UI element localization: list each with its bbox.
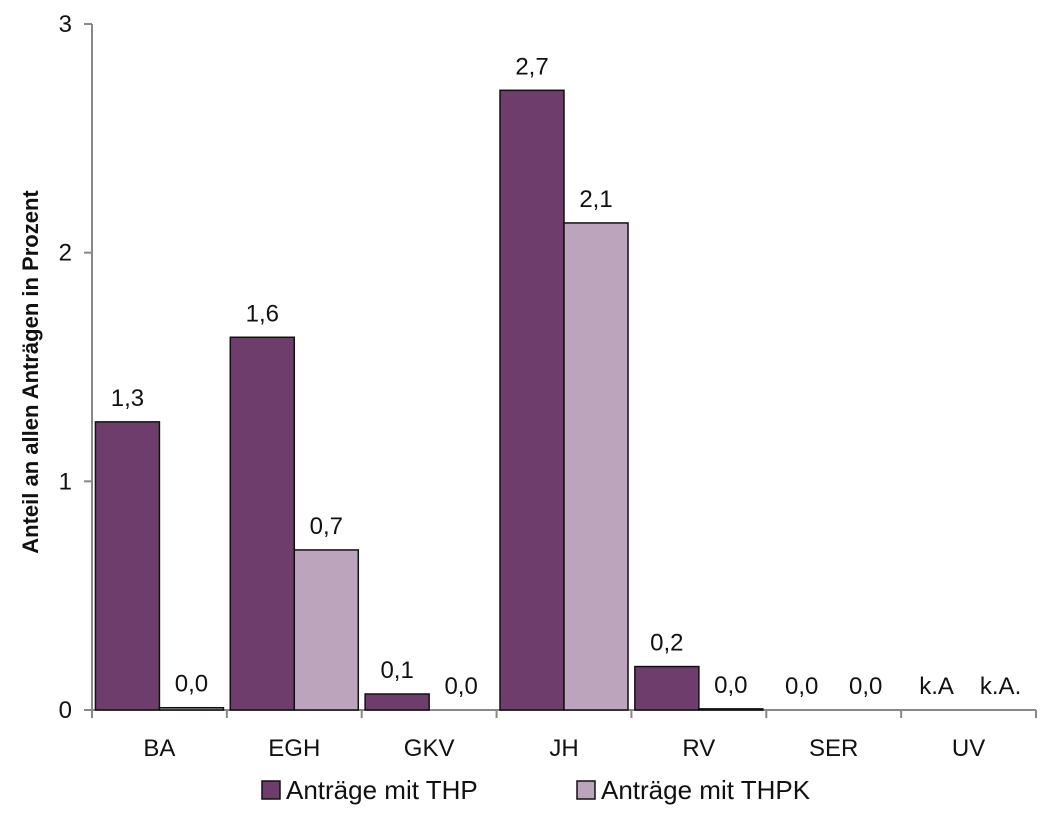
data-label: 0,2 bbox=[650, 630, 683, 657]
bar bbox=[698, 708, 764, 711]
y-axis-label: Anteil an allen Anträgen in Prozent bbox=[18, 190, 43, 554]
x-tick-label: SER bbox=[809, 735, 858, 762]
data-label: 2,7 bbox=[515, 53, 548, 80]
legend-swatch bbox=[576, 780, 596, 800]
x-tick-label: GKV bbox=[404, 735, 455, 762]
bar bbox=[158, 706, 225, 711]
data-label: 1,6 bbox=[246, 300, 279, 327]
bar bbox=[364, 693, 430, 711]
data-label: 0,0 bbox=[444, 673, 477, 700]
x-tick-label: RV bbox=[682, 735, 715, 762]
bar bbox=[499, 89, 565, 711]
data-label: 2,1 bbox=[579, 186, 612, 213]
legend-label: Anträge mit THP bbox=[286, 775, 478, 805]
x-axis-ticks: BA EGH GKV JH RV SER UV bbox=[91, 710, 1037, 762]
y-tick-label: 3 bbox=[59, 11, 72, 38]
data-label: 0,7 bbox=[310, 513, 343, 540]
data-label: 0,0 bbox=[849, 673, 882, 700]
bars bbox=[94, 89, 764, 711]
data-label: k.A bbox=[919, 673, 954, 700]
y-tick-label: 0 bbox=[59, 697, 72, 724]
data-label: 0,0 bbox=[714, 672, 747, 699]
x-tick-label: EGH bbox=[268, 735, 320, 762]
data-label: k.A. bbox=[980, 673, 1021, 700]
y-axis-ticks: 0 1 2 3 bbox=[59, 11, 92, 724]
bar bbox=[229, 336, 296, 711]
bar bbox=[94, 421, 161, 711]
bar bbox=[563, 222, 629, 711]
y-tick-label: 2 bbox=[59, 240, 72, 267]
legend: Anträge mit THP Anträge mit THPK bbox=[261, 775, 811, 805]
data-label: 0,0 bbox=[785, 673, 818, 700]
y-tick-label: 1 bbox=[59, 468, 72, 495]
data-labels: 1,3 1,6 0,1 2,7 0,2 0,0 k.A 0,0 0,7 0,0 2,1 0,0 0,0 k… bbox=[111, 53, 1022, 700]
data-label: 1,3 bbox=[111, 385, 144, 412]
legend-swatch bbox=[261, 780, 281, 800]
bar bbox=[293, 549, 360, 711]
x-tick-label: UV bbox=[952, 735, 985, 762]
legend-label: Anträge mit THPK bbox=[601, 775, 811, 805]
data-label: 0,0 bbox=[175, 671, 208, 698]
data-label: 0,1 bbox=[380, 657, 413, 684]
x-tick-label: BA bbox=[143, 735, 175, 762]
x-tick-label: JH bbox=[549, 735, 578, 762]
bar bbox=[634, 665, 700, 711]
